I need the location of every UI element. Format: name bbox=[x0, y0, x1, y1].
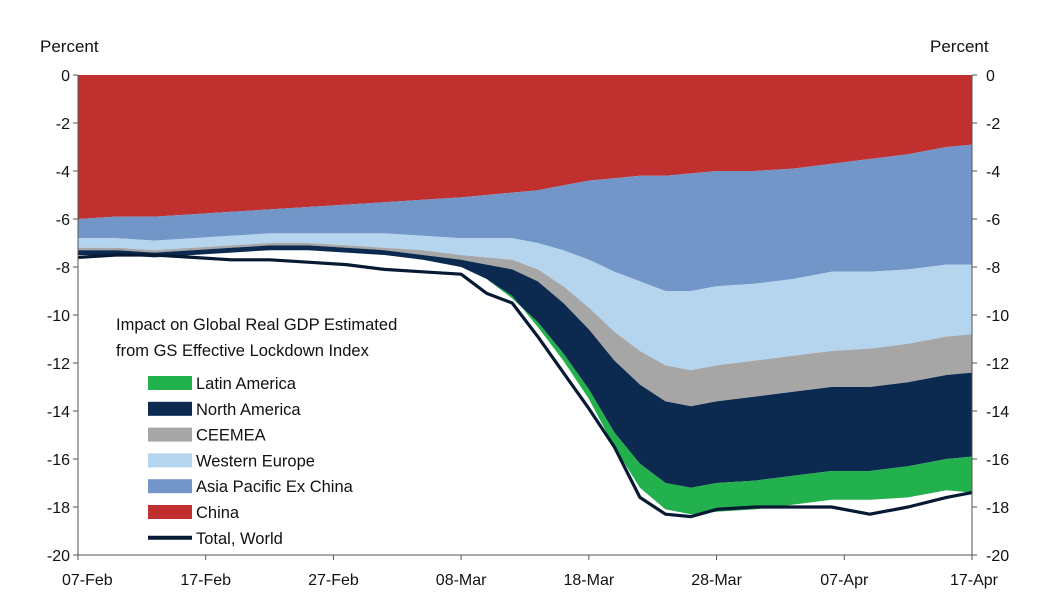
x-tick-label: 18-Mar bbox=[564, 572, 615, 589]
y-tick-label-left: -12 bbox=[47, 356, 70, 373]
legend-label-asia-pacific-ex-china: Asia Pacific Ex China bbox=[196, 478, 354, 496]
y-tick-label-right: -16 bbox=[986, 452, 1009, 469]
x-tick-label: 07-Apr bbox=[820, 572, 869, 589]
legend-label-western-europe: Western Europe bbox=[196, 452, 315, 470]
x-tick-label: 17-Apr bbox=[950, 572, 999, 589]
y-tick-label-left: -2 bbox=[56, 116, 70, 133]
y-tick-label-left: -20 bbox=[47, 548, 70, 565]
y-tick-label-left: -8 bbox=[56, 260, 70, 277]
legend-swatch-latin-america bbox=[148, 376, 192, 390]
legend-title-line-1: Impact on Global Real GDP Estimated bbox=[116, 316, 397, 334]
y-tick-label-left: -16 bbox=[47, 452, 70, 469]
area-latin-america bbox=[78, 250, 972, 515]
legend-swatch-ceemea bbox=[148, 427, 192, 442]
area-asia-pacific-ex-china bbox=[78, 144, 972, 291]
legend-swatch-north-america bbox=[148, 401, 192, 416]
y-tick-label-left: -6 bbox=[56, 212, 70, 229]
legend-swatch-western-europe bbox=[148, 453, 192, 468]
area-china bbox=[78, 75, 972, 219]
right-y-unit-label: Percent bbox=[930, 37, 989, 56]
y-tick-label-right: 0 bbox=[986, 68, 995, 85]
y-tick-label-left: -14 bbox=[47, 404, 70, 421]
legend-label-north-america: North America bbox=[196, 401, 301, 419]
area-western-europe bbox=[78, 233, 972, 371]
x-tick-label: 28-Mar bbox=[691, 572, 742, 589]
legend-label-china: China bbox=[196, 504, 240, 522]
area-series-group bbox=[78, 75, 972, 515]
y-tick-label-right: -6 bbox=[986, 212, 1000, 229]
area-north-america bbox=[78, 245, 972, 488]
y-tick-label-right: -12 bbox=[986, 356, 1009, 373]
y-tick-label-right: -14 bbox=[986, 404, 1009, 421]
legend: Impact on Global Real GDP Estimated from… bbox=[116, 316, 397, 548]
y-tick-label-left: 0 bbox=[61, 68, 70, 85]
x-tick-label: 07-Feb bbox=[62, 572, 113, 589]
legend-title-line-2: from GS Effective Lockdown Index bbox=[116, 342, 370, 360]
y-tick-label-right: -18 bbox=[986, 500, 1009, 517]
y-axis-ticks: 0 0 -2 -2 -4 -4 -6 -6 -8 -8 -10 -10 -12 -12 -14 -14 -16 -… bbox=[47, 68, 1009, 565]
legend-label-total-world: Total, World bbox=[196, 530, 283, 548]
y-tick-label-left: -10 bbox=[47, 308, 70, 325]
legend-label-latin-america: Latin America bbox=[196, 375, 297, 393]
legend-swatch-asia-pacific-ex-china bbox=[148, 479, 192, 494]
x-tick-label: 08-Mar bbox=[436, 572, 487, 589]
y-tick-label-right: -8 bbox=[986, 260, 1000, 277]
y-tick-label-right: -2 bbox=[986, 116, 1000, 133]
y-tick-label-right: -10 bbox=[986, 308, 1009, 325]
legend-label-ceemea: CEEMEA bbox=[196, 427, 266, 445]
y-tick-label-right: -4 bbox=[986, 164, 1000, 181]
y-tick-label-left: -18 bbox=[47, 500, 70, 517]
legend-swatch-china bbox=[148, 505, 192, 519]
total-world-line bbox=[77, 253, 973, 519]
y-tick-label-right: -20 bbox=[986, 548, 1009, 565]
x-tick-label: 17-Feb bbox=[180, 572, 231, 589]
area-ceemea bbox=[78, 243, 972, 407]
left-y-unit-label: Percent bbox=[40, 37, 99, 56]
x-axis-ticks: 07-Feb 17-Feb 27-Feb 08-Mar 18-Mar 28-Mar 07-A… bbox=[62, 555, 999, 589]
x-tick-label: 27-Feb bbox=[308, 572, 359, 589]
y-tick-label-left: -4 bbox=[56, 164, 70, 181]
